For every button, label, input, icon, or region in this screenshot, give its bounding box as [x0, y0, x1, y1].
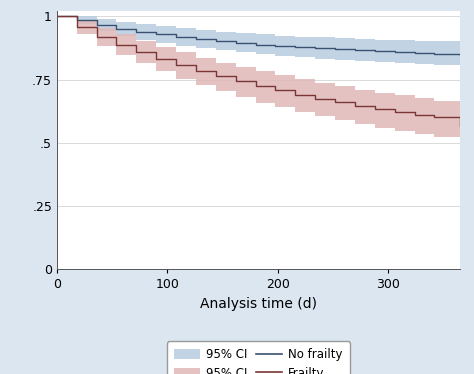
X-axis label: Analysis time (d): Analysis time (d) — [200, 297, 317, 311]
Legend: 95% CI, 95% CI, No frailty, Frailty: 95% CI, 95% CI, No frailty, Frailty — [167, 341, 350, 374]
